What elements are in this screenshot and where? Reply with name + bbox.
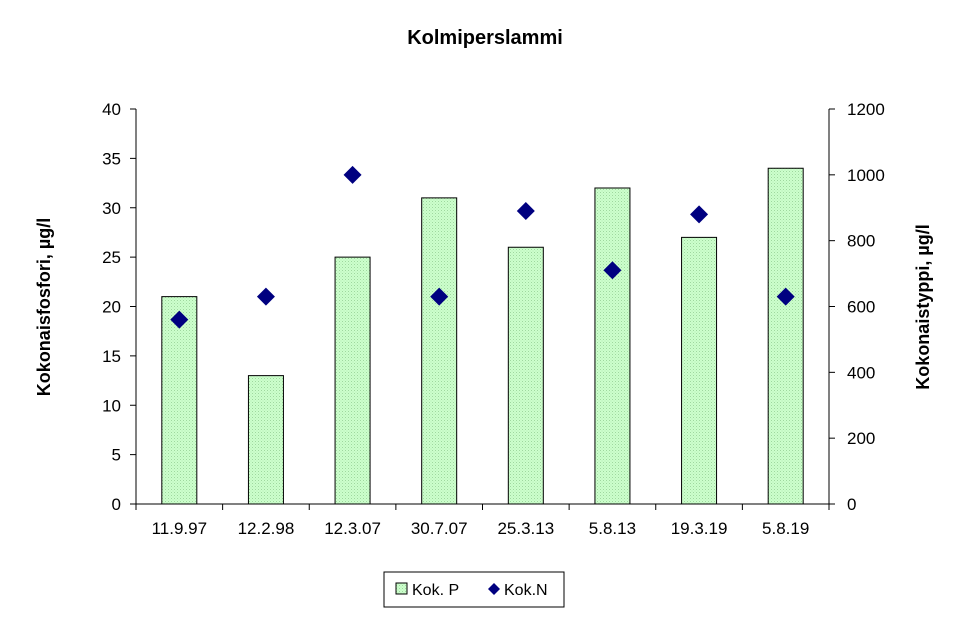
bar bbox=[334, 256, 371, 505]
bar bbox=[681, 236, 718, 505]
x-tick-label: 5.8.13 bbox=[589, 519, 636, 538]
left-tick-label: 15 bbox=[102, 347, 121, 366]
legend-label-kok-p: Kok. P bbox=[412, 582, 459, 599]
x-tick-label: 19.3.19 bbox=[671, 519, 728, 538]
point bbox=[690, 205, 709, 224]
left-tick-label: 30 bbox=[102, 199, 121, 218]
bar bbox=[421, 197, 458, 505]
left-tick-label: 40 bbox=[102, 100, 121, 119]
point bbox=[430, 287, 449, 306]
legend-label-kok-n: Kok.N bbox=[504, 582, 548, 599]
bar bbox=[767, 167, 804, 505]
legend-box bbox=[383, 571, 565, 608]
category-labels: 11.9.97 12.2.98 12.3.07 30.7.07 25.3.13 5.8.1… bbox=[135, 504, 830, 538]
point bbox=[256, 287, 275, 306]
bar bbox=[247, 375, 284, 505]
x-tick-label: 12.2.98 bbox=[238, 519, 295, 538]
right-tick-label: 600 bbox=[847, 298, 875, 317]
left-axis-ticks: 0 5 10 15 20 25 30 35 40 bbox=[102, 100, 136, 514]
right-tick-label: 1000 bbox=[847, 166, 885, 185]
point bbox=[516, 202, 535, 221]
left-tick-label: 5 bbox=[112, 446, 121, 465]
point-series bbox=[170, 165, 795, 329]
x-tick-label: 12.3.07 bbox=[324, 519, 381, 538]
left-tick-label: 25 bbox=[102, 248, 121, 267]
right-tick-label: 800 bbox=[847, 232, 875, 251]
bar bbox=[594, 187, 631, 505]
bar bbox=[507, 246, 544, 505]
point bbox=[170, 310, 189, 329]
x-tick-label: 5.8.19 bbox=[762, 519, 809, 538]
chart-title: Kolmiperslammi bbox=[407, 27, 563, 49]
left-axis-title: Kokonaisfosfori, µg/l bbox=[34, 218, 54, 396]
bar-series bbox=[161, 167, 804, 505]
left-tick-label: 10 bbox=[102, 396, 121, 415]
right-tick-label: 200 bbox=[847, 429, 875, 448]
point bbox=[343, 165, 362, 184]
left-tick-label: 0 bbox=[112, 495, 121, 514]
left-tick-label: 35 bbox=[102, 149, 121, 168]
right-axis-title: Kokonaistyppi, µg/l bbox=[913, 224, 933, 389]
x-tick-label: 25.3.13 bbox=[497, 519, 554, 538]
legend-marker-kok-n bbox=[488, 583, 500, 595]
left-tick-label: 20 bbox=[102, 298, 121, 317]
legend: Kok. P Kok.N bbox=[383, 571, 565, 608]
x-tick-label: 30.7.07 bbox=[411, 519, 468, 538]
right-tick-label: 400 bbox=[847, 363, 875, 382]
point bbox=[776, 287, 795, 306]
right-tick-label: 0 bbox=[847, 495, 856, 514]
legend-swatch-kok-p bbox=[395, 582, 408, 595]
point bbox=[603, 261, 622, 280]
right-axis-ticks: 0 200 400 600 800 1000 1200 bbox=[829, 100, 885, 514]
right-tick-label: 1200 bbox=[847, 100, 885, 119]
x-tick-label: 11.9.97 bbox=[152, 519, 207, 538]
